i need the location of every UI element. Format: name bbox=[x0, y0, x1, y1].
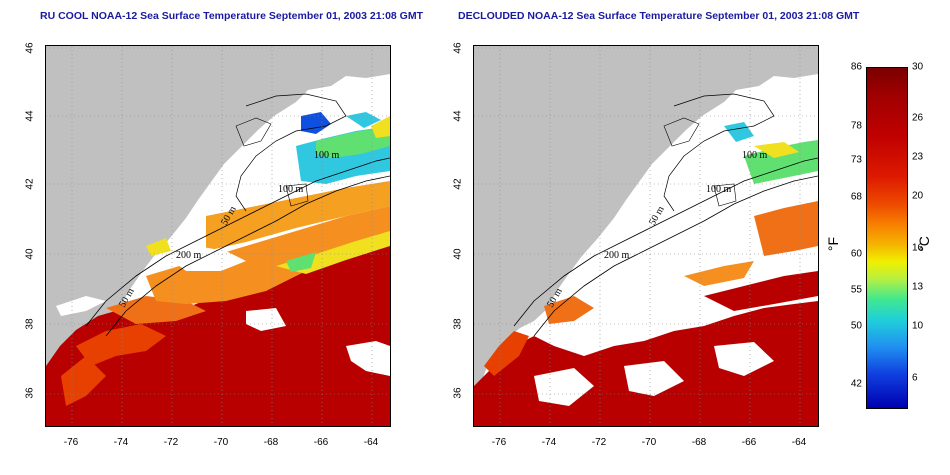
fahrenheit-tick: 42 bbox=[850, 378, 862, 390]
left-sst-map: 100 m 100 m 50 m 200 m 50 m bbox=[45, 45, 391, 427]
fahrenheit-tick: 68 bbox=[850, 191, 862, 203]
contour-label-200m: 200 m bbox=[176, 250, 202, 261]
celsius-tick: 10 bbox=[912, 320, 924, 332]
contour-label-100m-2: 100 m bbox=[278, 184, 304, 195]
fahrenheit-tick: 60 bbox=[850, 248, 862, 260]
celsius-tick: 6 bbox=[912, 372, 918, 384]
x-tick-label: -68 bbox=[691, 437, 707, 448]
x-tick-label: -64 bbox=[791, 437, 807, 448]
contour-label-100m: 100 m bbox=[314, 150, 340, 161]
fahrenheit-tick: 78 bbox=[850, 120, 862, 132]
y-tick-label: 36 bbox=[452, 387, 464, 399]
celsius-tick: 26 bbox=[912, 112, 924, 124]
fahrenheit-tick: 55 bbox=[850, 284, 862, 296]
celsius-tick: 20 bbox=[912, 190, 924, 202]
x-tick-label: -74 bbox=[541, 437, 557, 448]
contour-label-100m: 100 m bbox=[742, 150, 768, 161]
right-map-title: DECLOUDED NOAA-12 Sea Surface Temperatur… bbox=[458, 10, 860, 22]
y-tick-label: 44 bbox=[452, 110, 464, 122]
fahrenheit-tick: 86 bbox=[850, 61, 862, 73]
contour-label-200m: 200 m bbox=[604, 250, 630, 261]
x-tick-label: -66 bbox=[313, 437, 329, 448]
left-sst-map-canvas: 100 m 100 m 50 m 200 m 50 m bbox=[46, 46, 390, 426]
land-mass bbox=[46, 46, 390, 396]
x-tick-label: -66 bbox=[741, 437, 757, 448]
celsius-tick: 23 bbox=[912, 151, 924, 163]
fahrenheit-tick: 73 bbox=[850, 154, 862, 166]
fahrenheit-unit-label: °F bbox=[825, 236, 842, 252]
y-tick-label: 40 bbox=[24, 248, 36, 260]
y-tick-label: 42 bbox=[24, 178, 36, 190]
y-tick-label: 46 bbox=[24, 42, 36, 54]
y-tick-label: 42 bbox=[452, 178, 464, 190]
x-tick-label: -72 bbox=[163, 437, 179, 448]
x-tick-label: -74 bbox=[113, 437, 129, 448]
x-tick-label: -70 bbox=[641, 437, 657, 448]
celsius-tick: 13 bbox=[912, 281, 924, 293]
temperature-colorbar bbox=[866, 67, 908, 409]
contour-label-100m-2: 100 m bbox=[706, 184, 732, 195]
x-tick-label: -76 bbox=[491, 437, 507, 448]
x-tick-label: -76 bbox=[63, 437, 79, 448]
celsius-tick: 16 bbox=[912, 242, 924, 254]
right-sst-map: 100 m 100 m 50 m 200 m 50 m bbox=[473, 45, 819, 427]
right-sst-map-canvas: 100 m 100 m 50 m 200 m 50 m bbox=[474, 46, 818, 426]
y-tick-label: 36 bbox=[24, 387, 36, 399]
x-tick-label: -72 bbox=[591, 437, 607, 448]
y-tick-label: 38 bbox=[452, 318, 464, 330]
x-tick-label: -64 bbox=[363, 437, 379, 448]
y-tick-label: 40 bbox=[452, 248, 464, 260]
left-map-title: RU COOL NOAA-12 Sea Surface Temperature … bbox=[40, 10, 424, 22]
celsius-tick: 30 bbox=[912, 61, 924, 73]
y-tick-label: 44 bbox=[24, 110, 36, 122]
land-mass bbox=[474, 46, 818, 396]
fahrenheit-tick: 50 bbox=[850, 320, 862, 332]
x-tick-label: -68 bbox=[263, 437, 279, 448]
y-tick-label: 46 bbox=[452, 42, 464, 54]
x-tick-label: -70 bbox=[213, 437, 229, 448]
y-tick-label: 38 bbox=[24, 318, 36, 330]
